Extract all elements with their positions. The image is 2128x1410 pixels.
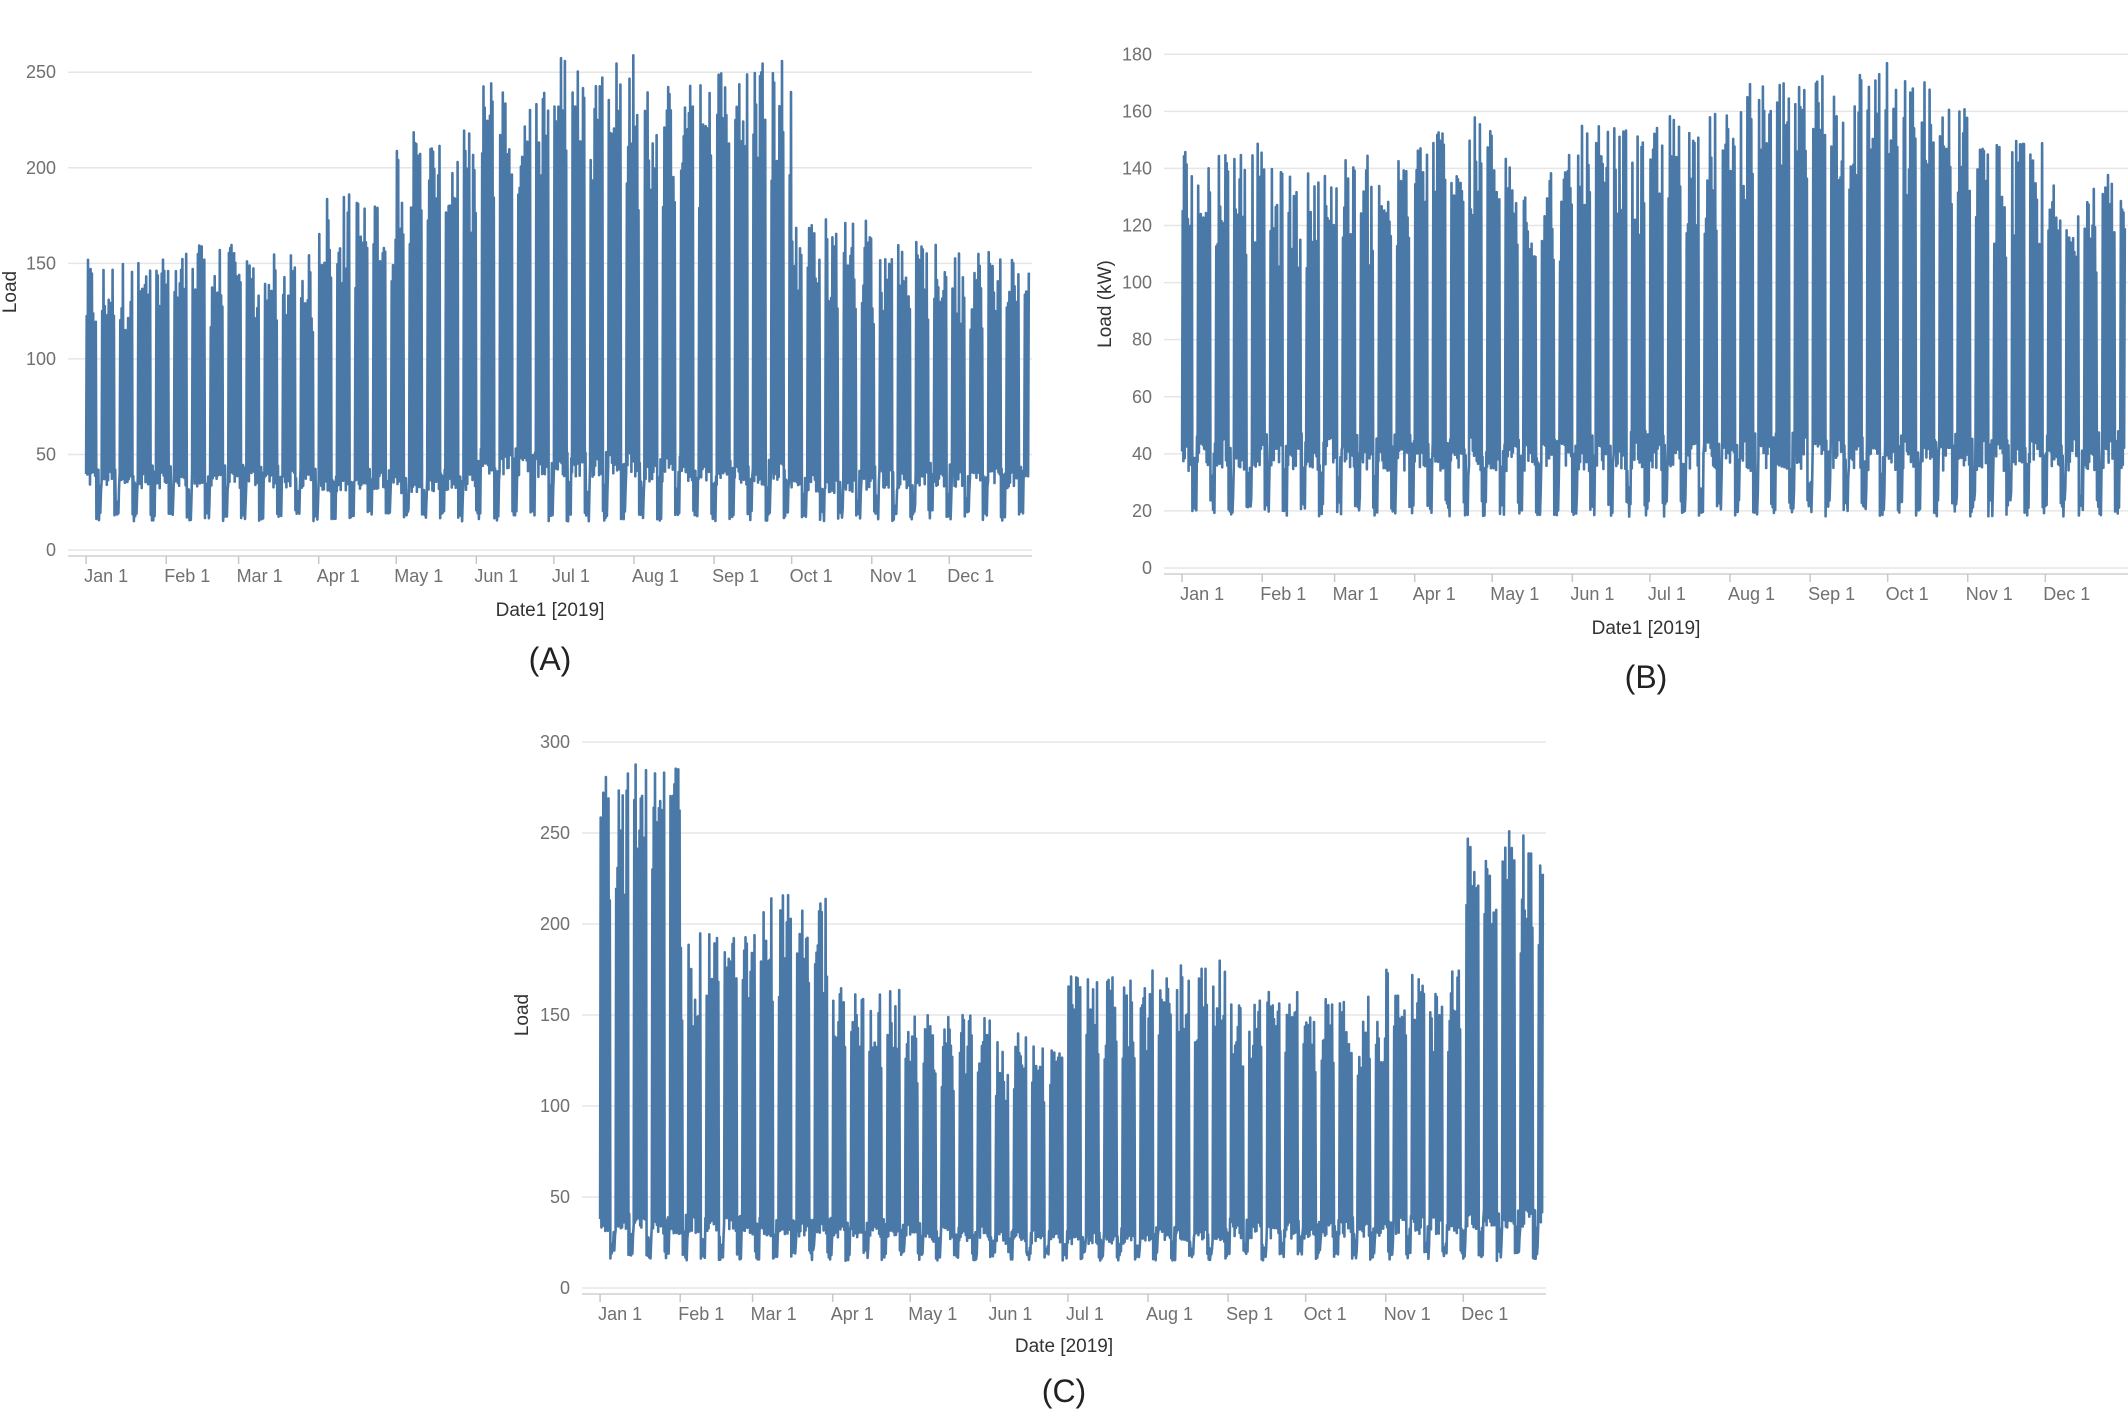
- y-tick-label: 20: [1132, 501, 1152, 521]
- x-tick-label: Oct 1: [790, 566, 833, 586]
- y-tick-label: 140: [1122, 158, 1152, 178]
- panel-label: (C): [1042, 1373, 1086, 1409]
- x-tick-label: Sep 1: [712, 566, 759, 586]
- x-axis-title: Date1 [2019]: [1592, 618, 1701, 639]
- x-tick-label: Jun 1: [1570, 584, 1614, 604]
- y-tick-label: 300: [540, 732, 570, 752]
- x-tick-label: Aug 1: [632, 566, 679, 586]
- x-tick-label: Apr 1: [1413, 584, 1456, 604]
- y-tick-label: 0: [1142, 558, 1152, 578]
- x-tick-label: Aug 1: [1728, 584, 1775, 604]
- x-tick-label: Mar 1: [751, 1304, 797, 1324]
- x-tick-label: Sep 1: [1808, 584, 1855, 604]
- chart-panel-1: 0 50 100 150 200 250 Jan 1 Feb 1 Mar 1 Apr 1 May 1…: [0, 54, 1032, 677]
- x-tick-label: Dec 1: [2043, 584, 2090, 604]
- y-tick-label: 250: [26, 62, 56, 82]
- x-tick-label: Apr 1: [831, 1304, 874, 1324]
- y-tick-label: 250: [540, 823, 570, 843]
- y-tick-label: 80: [1132, 330, 1152, 350]
- panel-label: (B): [1625, 659, 1668, 695]
- x-tick-label: Jun 1: [988, 1304, 1032, 1324]
- x-tick-label: Jan 1: [1180, 584, 1224, 604]
- x-tick-label: Feb 1: [164, 566, 210, 586]
- y-tick-label: 0: [560, 1278, 570, 1298]
- x-tick-label: Dec 1: [1461, 1304, 1508, 1324]
- x-axis-title: Date [2019]: [1015, 1336, 1113, 1357]
- y-tick-label: 120: [1122, 216, 1152, 236]
- x-tick-label: Jun 1: [474, 566, 518, 586]
- y-tick-label: 200: [540, 914, 570, 934]
- load-series-line: [1180, 61, 2127, 518]
- x-tick-label: Aug 1: [1146, 1304, 1193, 1324]
- y-tick-label: 60: [1132, 387, 1152, 407]
- y-tick-label: 50: [550, 1187, 570, 1207]
- x-tick-label: Mar 1: [237, 566, 283, 586]
- x-tick-label: Jul 1: [1648, 584, 1686, 604]
- y-tick-label: 160: [1122, 101, 1152, 121]
- x-tick-label: Dec 1: [947, 566, 994, 586]
- y-tick-label: 100: [1122, 273, 1152, 293]
- load-series-line: [598, 763, 1545, 1262]
- x-tick-label: Oct 1: [1886, 584, 1929, 604]
- x-tick-label: Jul 1: [1066, 1304, 1104, 1324]
- y-tick-label: 180: [1122, 44, 1152, 64]
- x-tick-label: Jul 1: [552, 566, 590, 586]
- y-tick-label: 50: [36, 444, 56, 464]
- y-tick-label: 200: [26, 158, 56, 178]
- y-tick-label: 100: [540, 1096, 570, 1116]
- x-tick-label: Sep 1: [1226, 1304, 1273, 1324]
- x-tick-label: May 1: [1490, 584, 1539, 604]
- x-axis-title: Date1 [2019]: [496, 600, 605, 621]
- x-tick-label: Apr 1: [317, 566, 360, 586]
- x-tick-label: Jan 1: [84, 566, 128, 586]
- panel-label: (A): [529, 641, 572, 677]
- x-tick-label: Nov 1: [870, 566, 917, 586]
- y-tick-label: 150: [26, 253, 56, 273]
- chart-panel-2: 0 20 40 60 80 100 120 140 160 180 Jan 1 Feb 1 Mar 1 A…: [1095, 44, 2128, 695]
- x-tick-label: Nov 1: [1966, 584, 2013, 604]
- x-tick-label: May 1: [908, 1304, 957, 1324]
- y-tick-label: 150: [540, 1005, 570, 1025]
- x-tick-label: Feb 1: [1260, 584, 1306, 604]
- y-axis-title: Load: [512, 994, 533, 1036]
- chart-panel-3: 0 50 100 150 200 250 300 Jan 1 Feb 1 Mar 1 Apr 1 Ma…: [512, 732, 1546, 1409]
- y-tick-label: 100: [26, 349, 56, 369]
- load-series-line: [84, 54, 1031, 523]
- x-tick-label: Feb 1: [678, 1304, 724, 1324]
- x-tick-label: Mar 1: [1333, 584, 1379, 604]
- y-axis-title: Load (kW): [1095, 260, 1116, 348]
- y-tick-label: 0: [46, 540, 56, 560]
- y-tick-label: 40: [1132, 444, 1152, 464]
- x-tick-label: Nov 1: [1384, 1304, 1431, 1324]
- x-tick-label: May 1: [394, 566, 443, 586]
- y-axis-title: Load: [0, 271, 21, 313]
- x-tick-label: Jan 1: [598, 1304, 642, 1324]
- x-tick-label: Oct 1: [1304, 1304, 1347, 1324]
